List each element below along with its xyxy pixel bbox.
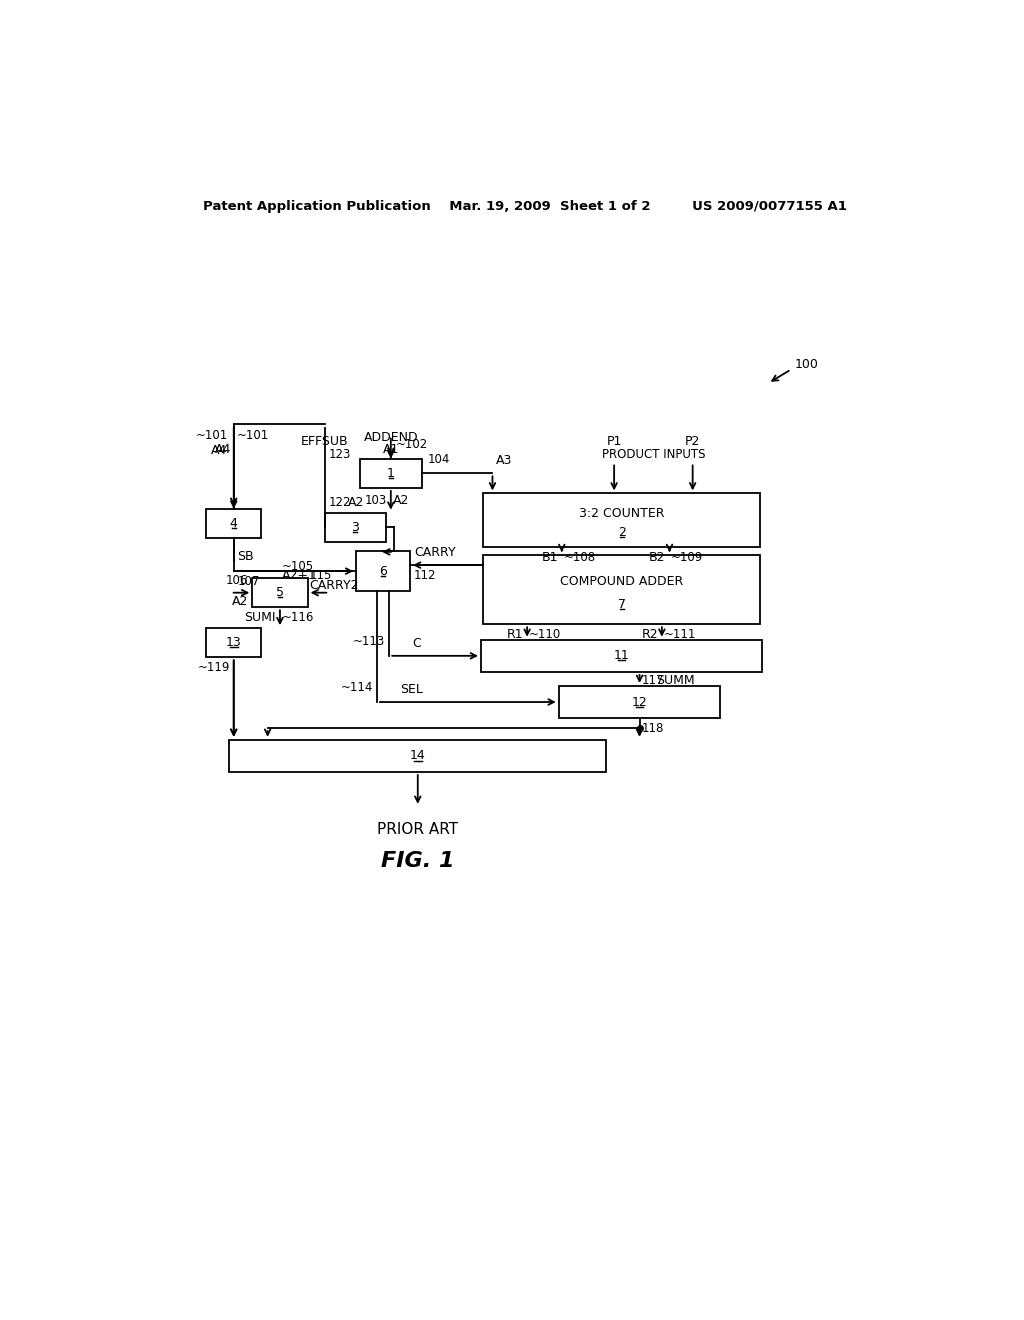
Text: 4: 4 (229, 517, 238, 529)
Text: ~109: ~109 (671, 552, 703, 564)
Text: ~108: ~108 (563, 552, 595, 564)
Text: B2: B2 (649, 552, 666, 564)
Text: CARRY: CARRY (414, 546, 456, 558)
Text: 7: 7 (617, 598, 626, 611)
Bar (325, 512, 386, 541)
Text: 1: 1 (387, 467, 395, 480)
Bar (356, 552, 410, 591)
Text: ~111: ~111 (664, 628, 695, 642)
Text: 100: 100 (795, 358, 818, 371)
Text: 3:2 COUNTER: 3:2 COUNTER (579, 507, 665, 520)
Text: SUMM: SUMM (656, 675, 695, 688)
Bar (559, 686, 720, 718)
Text: FIG. 1: FIG. 1 (381, 850, 455, 871)
Bar (206, 628, 261, 657)
Text: 103: 103 (365, 494, 387, 507)
Bar (481, 640, 762, 672)
Text: CARRY2: CARRY2 (309, 579, 358, 593)
Text: ADDEND: ADDEND (364, 430, 418, 444)
Text: A2: A2 (348, 496, 365, 508)
Text: 3: 3 (351, 520, 359, 533)
Text: A1: A1 (383, 444, 399, 455)
Text: A2: A2 (393, 494, 410, 507)
Bar (229, 739, 606, 772)
Text: 2: 2 (617, 525, 626, 539)
Text: P2: P2 (685, 436, 700, 449)
Text: SB: SB (238, 550, 254, 564)
Text: ~116: ~116 (282, 611, 313, 624)
Text: 123: 123 (329, 449, 351, 462)
Text: 117: 117 (642, 675, 665, 688)
Text: C: C (413, 636, 421, 649)
Text: 122: 122 (329, 496, 351, 508)
Text: B1: B1 (542, 552, 558, 564)
Text: COMPOUND ADDER: COMPOUND ADDER (560, 574, 683, 587)
Text: A2: A2 (232, 595, 249, 609)
Text: 11: 11 (613, 649, 630, 663)
Bar (483, 494, 761, 548)
Text: ~119: ~119 (198, 661, 230, 675)
Text: A2+1: A2+1 (282, 569, 316, 582)
Text: 6: 6 (379, 565, 387, 578)
Text: PRIOR ART: PRIOR ART (377, 822, 459, 837)
Text: EFFSUB: EFFSUB (301, 436, 348, 449)
Text: 104: 104 (427, 453, 450, 466)
Text: R1: R1 (507, 628, 523, 642)
Text: SUMI: SUMI (245, 611, 276, 624)
Text: R2: R2 (641, 628, 658, 642)
Text: 107: 107 (238, 576, 260, 587)
Text: 14: 14 (410, 750, 426, 763)
Bar (206, 508, 261, 539)
Bar (360, 459, 422, 488)
Text: 12: 12 (632, 696, 647, 709)
Text: 5: 5 (275, 586, 284, 599)
Text: SEL: SEL (400, 682, 423, 696)
Text: 106: 106 (226, 573, 249, 586)
Text: A4: A4 (211, 445, 227, 458)
Text: 112: 112 (414, 569, 436, 582)
Text: ~105: ~105 (282, 560, 313, 573)
Text: ~102: ~102 (395, 438, 428, 451)
Bar (483, 554, 761, 624)
Text: 118: 118 (642, 722, 665, 735)
Text: PRODUCT INPUTS: PRODUCT INPUTS (602, 449, 706, 462)
Text: 115: 115 (309, 569, 332, 582)
Text: ~113: ~113 (353, 635, 385, 648)
Text: 13: 13 (226, 636, 242, 649)
Text: ~101: ~101 (196, 429, 227, 442)
Text: A3: A3 (497, 454, 513, 467)
Text: P1: P1 (606, 436, 622, 449)
Bar (252, 578, 307, 607)
Text: ~110: ~110 (528, 628, 561, 642)
Text: A4: A4 (215, 444, 231, 455)
Text: ~114: ~114 (341, 681, 373, 694)
Text: Patent Application Publication    Mar. 19, 2009  Sheet 1 of 2         US 2009/00: Patent Application Publication Mar. 19, … (203, 199, 847, 213)
Text: ~101: ~101 (237, 429, 269, 442)
